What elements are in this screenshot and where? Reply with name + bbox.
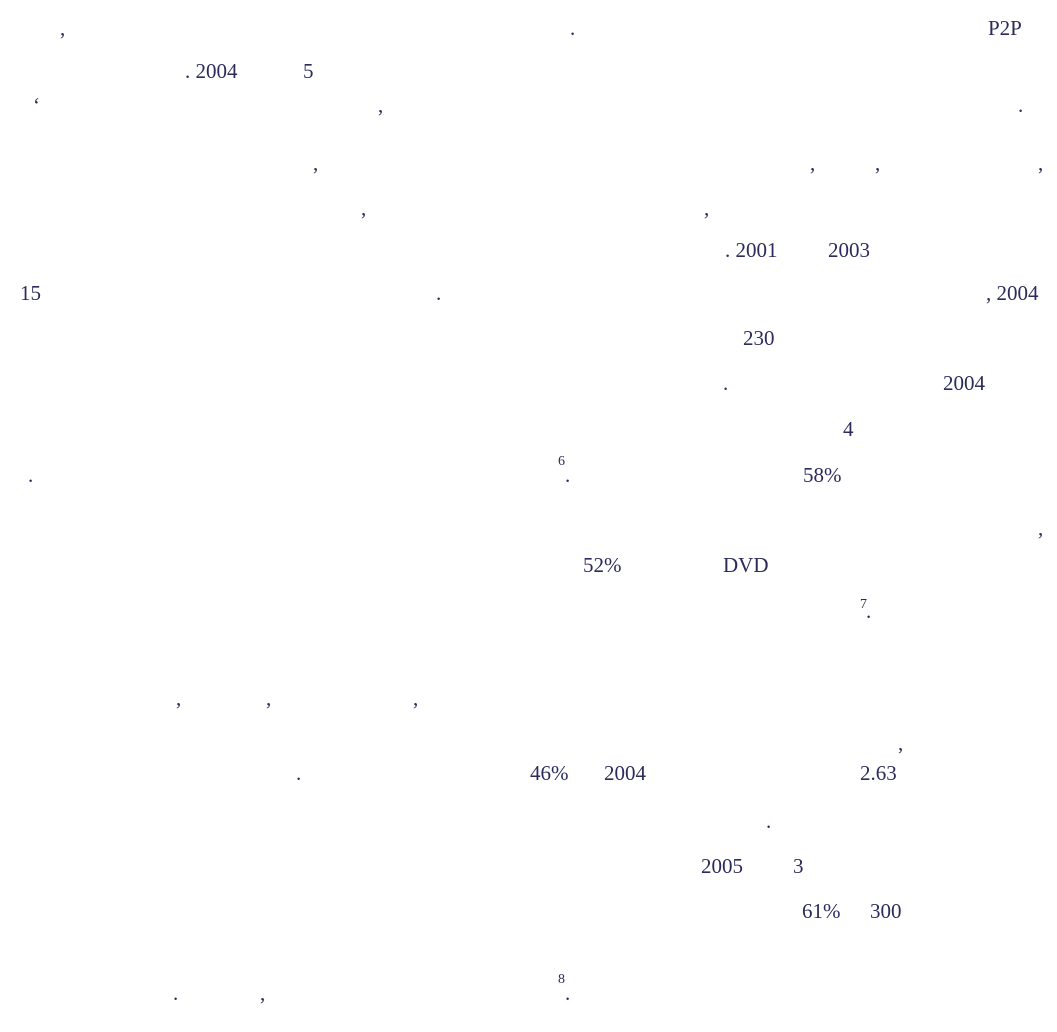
text-fragment: , [378, 93, 384, 117]
text-fragment: , [260, 981, 266, 1005]
text-fragment: . [565, 463, 571, 487]
text-fragment: P2P [988, 16, 1022, 40]
text-fragment: . 2001 [725, 238, 778, 262]
text-fragment: 61% [802, 899, 841, 923]
text-fragment: . [1018, 93, 1024, 117]
text-fragment: , [1038, 151, 1044, 175]
text-fragment: . [570, 16, 576, 40]
text-fragment: , [875, 151, 881, 175]
text-fragment: 52% [583, 553, 622, 577]
text-fragment: . [723, 371, 729, 395]
text-fragment: 230 [743, 326, 775, 350]
text-fragment: 2004 [604, 761, 646, 785]
footnote-ref: 8 [558, 972, 565, 987]
text-fragment: 58% [803, 463, 842, 487]
text-fragment: , [413, 686, 419, 710]
text-fragment: . [436, 281, 442, 305]
text-fragment: , [361, 196, 367, 220]
text-fragment: , 2004 [986, 281, 1039, 305]
text-fragment: ‘ [33, 93, 40, 117]
text-fragment: 2005 [701, 854, 743, 878]
text-fragment: DVD [723, 553, 769, 577]
text-fragment: , [810, 151, 816, 175]
text-fragment: . [766, 809, 772, 833]
text-fragment: , [704, 196, 710, 220]
footnote-ref: 7 [860, 597, 867, 612]
text-fragment: , [313, 151, 319, 175]
text-fragment: , [1038, 516, 1044, 540]
text-fragment: , [266, 686, 272, 710]
text-fragment: . [28, 463, 34, 487]
text-fragment: 2003 [828, 238, 870, 262]
text-fragment: , [176, 686, 182, 710]
text-fragment: 3 [793, 854, 804, 878]
text-fragment: , [60, 16, 66, 40]
text-fragment: 300 [870, 899, 902, 923]
text-fragment: . [565, 981, 571, 1005]
text-fragment: . 2004 [185, 59, 238, 83]
footnote-ref: 6 [558, 454, 565, 469]
text-fragment: , [898, 731, 904, 755]
text-fragment: . [296, 761, 302, 785]
text-fragment: 15 [20, 281, 41, 305]
text-fragment: 46% [530, 761, 569, 785]
text-fragment: 2.63 [860, 761, 897, 785]
text-fragment: 4 [843, 417, 854, 441]
text-fragment: 5 [303, 59, 314, 83]
text-fragment: 2004 [943, 371, 985, 395]
text-fragment: . [866, 599, 872, 623]
text-fragment: . [173, 981, 179, 1005]
